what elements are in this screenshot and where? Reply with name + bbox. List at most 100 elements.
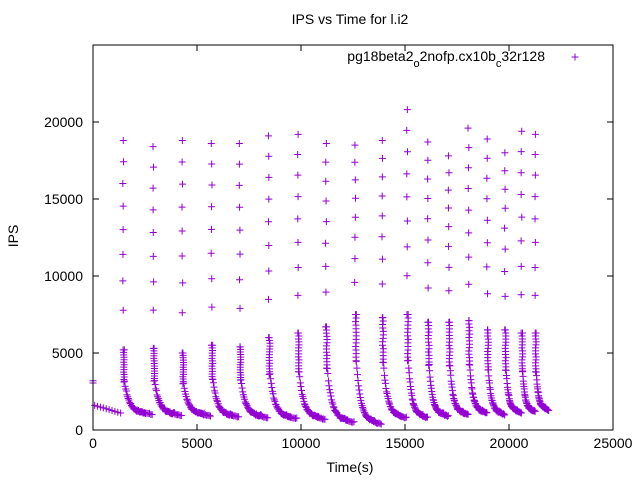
y-tick-label: 15000 bbox=[44, 191, 83, 207]
data-point bbox=[108, 406, 116, 414]
data-point bbox=[208, 203, 216, 211]
data-point bbox=[150, 278, 158, 286]
data-point bbox=[208, 303, 216, 311]
data-point bbox=[446, 318, 454, 326]
data-point bbox=[119, 180, 127, 188]
data-point bbox=[322, 288, 330, 296]
data-point bbox=[351, 141, 359, 149]
data-point bbox=[295, 356, 303, 364]
data-point bbox=[119, 136, 127, 144]
data-point bbox=[501, 245, 509, 253]
data-point bbox=[352, 357, 360, 365]
data-point bbox=[149, 184, 157, 192]
data-point bbox=[105, 406, 113, 414]
data-point bbox=[543, 405, 551, 413]
data-point bbox=[236, 343, 244, 351]
data-point bbox=[114, 408, 122, 416]
data-point bbox=[531, 171, 539, 179]
data-point bbox=[379, 345, 387, 353]
data-point bbox=[180, 379, 188, 387]
data-point bbox=[353, 371, 361, 379]
data-point bbox=[295, 332, 303, 340]
data-point bbox=[267, 375, 275, 383]
data-point bbox=[378, 255, 386, 263]
data-point bbox=[351, 213, 359, 221]
data-point bbox=[484, 335, 492, 343]
data-point bbox=[517, 237, 525, 245]
data-point bbox=[150, 344, 158, 352]
data-point bbox=[424, 348, 432, 356]
data-point bbox=[294, 291, 302, 299]
data-point bbox=[236, 250, 244, 258]
data-point bbox=[501, 267, 509, 275]
data-point bbox=[355, 386, 363, 394]
data-point bbox=[119, 158, 127, 166]
data-point bbox=[120, 377, 128, 385]
data-point bbox=[270, 394, 278, 402]
data-point bbox=[425, 341, 433, 349]
data-point bbox=[150, 163, 158, 171]
y-axis-label: IPS bbox=[5, 225, 21, 248]
data-point bbox=[152, 385, 160, 393]
data-point bbox=[379, 314, 387, 322]
data-point bbox=[466, 366, 474, 374]
data-point bbox=[323, 351, 331, 359]
y-tick-label: 5000 bbox=[52, 345, 83, 361]
data-point bbox=[207, 249, 215, 257]
data-point bbox=[178, 158, 186, 166]
y-tick-label: 10000 bbox=[44, 268, 83, 284]
x-tick-label: 10000 bbox=[282, 435, 321, 451]
data-point bbox=[266, 339, 274, 347]
data-point bbox=[531, 407, 539, 415]
data-point bbox=[297, 383, 305, 391]
data-point bbox=[265, 242, 273, 250]
data-point bbox=[352, 311, 360, 318]
data-point bbox=[329, 403, 337, 411]
data-point bbox=[213, 397, 221, 405]
data-point bbox=[149, 143, 157, 151]
data-point bbox=[403, 148, 411, 156]
data-point bbox=[149, 229, 157, 237]
data-point bbox=[382, 384, 390, 392]
data-point bbox=[378, 280, 386, 288]
data-point bbox=[178, 203, 186, 211]
data-point bbox=[465, 206, 473, 214]
data-point bbox=[294, 171, 302, 179]
data-point bbox=[464, 184, 472, 192]
data-point bbox=[380, 364, 388, 372]
data-point bbox=[405, 369, 413, 377]
data-point bbox=[209, 379, 217, 387]
data-point bbox=[445, 242, 453, 250]
data-point bbox=[517, 190, 525, 198]
data-point bbox=[210, 383, 218, 391]
data-point bbox=[351, 233, 359, 241]
data-point bbox=[465, 317, 473, 325]
data-point bbox=[265, 152, 273, 160]
y-tick-label: 0 bbox=[75, 422, 83, 438]
data-point bbox=[424, 259, 432, 267]
data-point bbox=[102, 405, 110, 413]
data-point bbox=[322, 342, 330, 350]
data-point bbox=[445, 169, 453, 177]
data-point bbox=[404, 335, 412, 343]
data-point bbox=[531, 193, 539, 201]
data-point bbox=[483, 195, 491, 203]
data-point bbox=[325, 382, 333, 390]
data-point bbox=[351, 176, 359, 184]
data-point bbox=[517, 148, 525, 156]
data-point bbox=[178, 227, 186, 235]
data-point bbox=[445, 263, 453, 271]
data-point bbox=[517, 169, 525, 177]
data-point bbox=[501, 292, 509, 300]
data-point bbox=[268, 384, 276, 392]
data-point bbox=[443, 412, 451, 420]
data-point bbox=[152, 387, 160, 395]
data-point bbox=[323, 364, 331, 372]
data-point bbox=[91, 401, 99, 409]
data-point bbox=[425, 360, 433, 368]
data-point bbox=[235, 181, 243, 189]
data-point bbox=[270, 396, 278, 404]
data-point bbox=[376, 419, 384, 427]
data-point bbox=[385, 397, 393, 405]
data-point bbox=[464, 411, 472, 419]
